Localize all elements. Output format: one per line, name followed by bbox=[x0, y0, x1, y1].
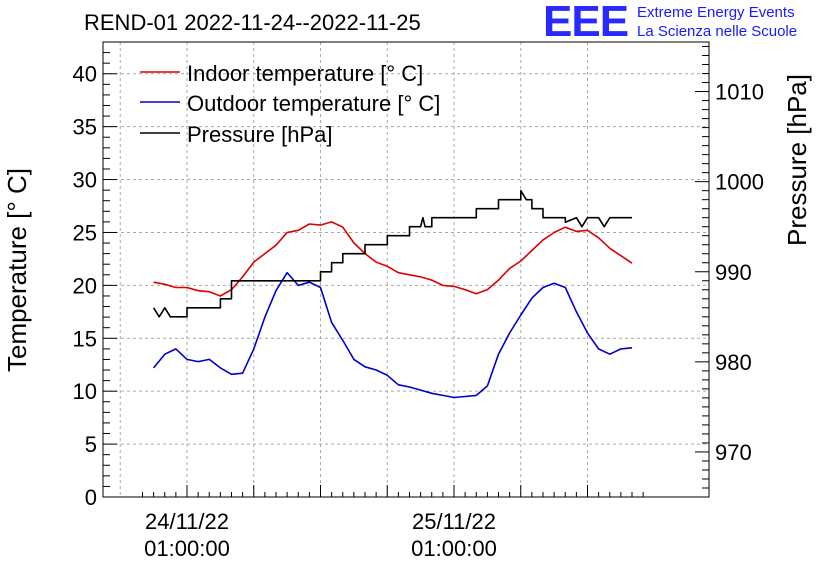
x-tick-date-label: 24/11/22 bbox=[145, 509, 229, 534]
chart-title: REND-01 2022-11-24--2022-11-25 bbox=[84, 10, 421, 35]
x-tick-time-label: 01:00:00 bbox=[411, 536, 497, 561]
legend-outdoor-label: Outdoor temperature [° C] bbox=[187, 91, 440, 116]
x-tick-date-label: 25/11/22 bbox=[412, 509, 496, 534]
y-tick-label: 15 bbox=[73, 326, 97, 351]
y-tick-label: 20 bbox=[73, 273, 97, 298]
y-tick-label: 35 bbox=[73, 115, 97, 140]
pressure-line bbox=[152, 189, 632, 318]
y2-tick-label: 970 bbox=[715, 440, 752, 465]
eee-logo: EEE bbox=[543, 0, 629, 46]
y2-axis-title: Pressure [hPa] bbox=[782, 74, 812, 246]
legend-indoor-label: Indoor temperature [° C] bbox=[187, 61, 423, 86]
y-tick-label: 25 bbox=[73, 220, 97, 245]
logo-subtitle-line1: Extreme Energy Events bbox=[637, 4, 795, 21]
y-tick-label: 30 bbox=[73, 168, 97, 193]
y2-tick-label: 1010 bbox=[715, 80, 764, 105]
y-tick-label: 10 bbox=[73, 379, 97, 404]
y-tick-label: 5 bbox=[85, 432, 97, 457]
outdoor-temperature-line bbox=[152, 271, 633, 399]
x-tick-time-label: 01:00:00 bbox=[144, 536, 230, 561]
legend-pressure-label: Pressure [hPa] bbox=[187, 122, 333, 147]
y2-tick-label: 980 bbox=[715, 350, 752, 375]
y2-tick-label: 1000 bbox=[715, 170, 764, 195]
logo-subtitle-line2: La Scienza nelle Scuole bbox=[637, 23, 798, 40]
y2-tick-label: 990 bbox=[715, 260, 752, 285]
y-tick-label: 0 bbox=[85, 485, 97, 510]
plot-frame bbox=[102, 41, 710, 498]
y-tick-label: 40 bbox=[73, 62, 97, 87]
indoor-temperature-line bbox=[153, 221, 633, 297]
y-axis-title: Temperature [° C] bbox=[2, 168, 32, 372]
